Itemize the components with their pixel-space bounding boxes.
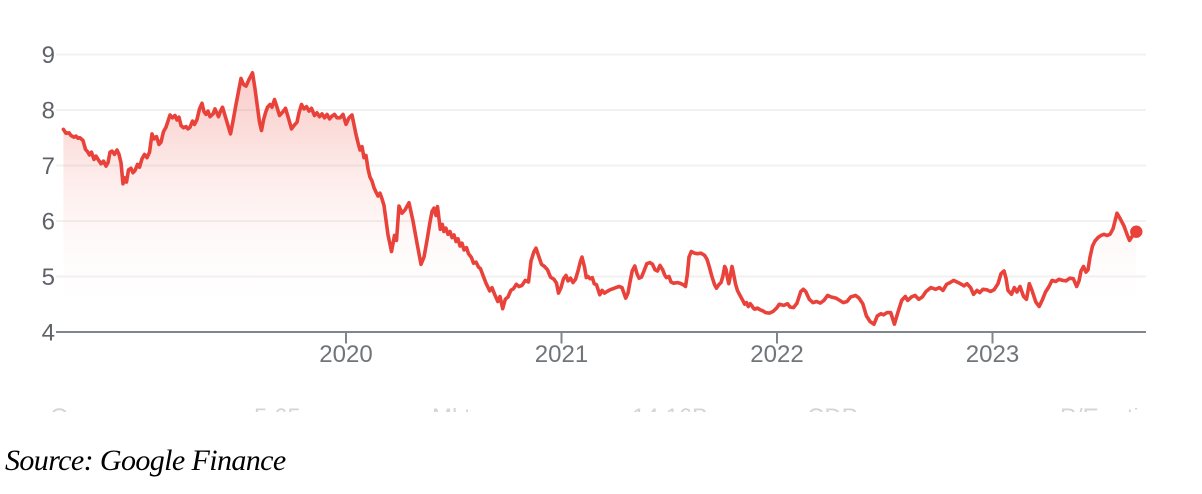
- svg-text:2022: 2022: [750, 341, 803, 368]
- svg-text:5: 5: [42, 264, 55, 291]
- svg-text:2021: 2021: [535, 341, 588, 368]
- svg-text:7: 7: [42, 153, 55, 180]
- svg-text:9: 9: [42, 42, 55, 69]
- svg-text:2020: 2020: [319, 341, 372, 368]
- svg-text:2023: 2023: [966, 341, 1019, 368]
- svg-text:4: 4: [42, 320, 55, 347]
- svg-text:8: 8: [42, 98, 55, 125]
- svg-text:6: 6: [42, 209, 55, 236]
